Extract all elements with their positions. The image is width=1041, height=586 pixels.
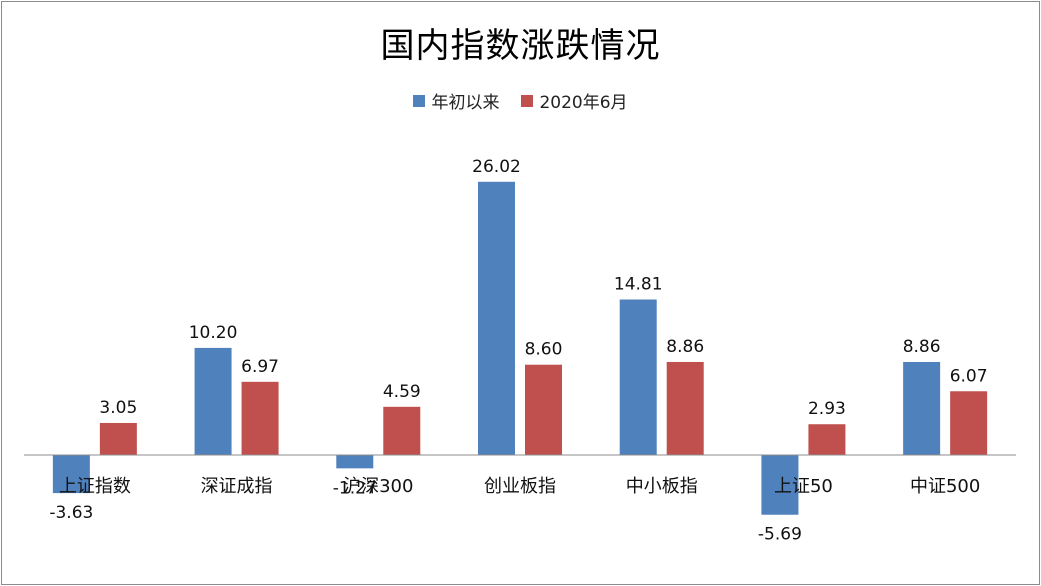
category-label-7: 中证500 [910,476,980,497]
bar-s2-4 [525,364,562,455]
value-label-s2-2: 6.97 [241,357,279,377]
bar-s1-4 [478,181,515,456]
value-label-s2-7: 6.07 [950,366,988,386]
bar-s1-5 [619,299,657,455]
legend-swatch-series-1 [413,94,426,107]
legend-item-series-1: 年初以来 [413,88,499,113]
bar-s2-5 [666,361,704,455]
bar-s1-6 [761,455,799,515]
bar-s2-7 [950,391,988,455]
legend-item-series-2: 2020年6月 [521,88,628,113]
value-label-s1-5: 14.81 [614,274,663,294]
bar-s1-7 [903,361,941,455]
value-label-s2-4: 8.60 [525,340,563,360]
bar-s2-2 [241,381,279,455]
bar-s2-1 [99,422,137,455]
bar-s2-6 [808,424,846,455]
legend-swatch-series-2 [521,94,534,107]
value-label-s2-6: 2.93 [808,399,846,419]
value-label-s1-1: -3.63 [49,503,93,523]
legend-label-series-2: 2020年6月 [539,93,628,113]
value-label-s1-3: -1.27 [333,478,377,498]
category-label-6: 上证50 [774,476,833,497]
value-label-s1-4: 26.02 [472,157,521,177]
bar-s2-3 [383,406,421,455]
category-label-5: 中小板指 [626,476,698,497]
bar-s1-3 [336,455,374,469]
value-label-s2-1: 3.05 [99,398,137,418]
chart-legend: 年初以来 2020年6月 [0,88,1041,113]
value-label-s1-6: -5.69 [758,525,802,545]
value-label-s1-7: 8.86 [903,337,941,357]
bar-s1-2 [194,347,232,455]
bar-s1-1 [52,455,90,494]
category-label-1: 上证指数 [59,476,131,497]
value-label-s2-3: 4.59 [383,382,421,402]
category-label-3: 沪深300 [343,476,413,497]
category-label-2: 深证成指 [201,476,273,497]
category-label-4: 创业板指 [484,476,556,497]
value-label-s2-5: 8.86 [666,337,704,357]
legend-label-series-1: 年初以来 [431,93,500,113]
value-label-s1-2: 10.20 [189,323,238,343]
chart-title: 国内指数涨跌情况 [380,26,661,66]
